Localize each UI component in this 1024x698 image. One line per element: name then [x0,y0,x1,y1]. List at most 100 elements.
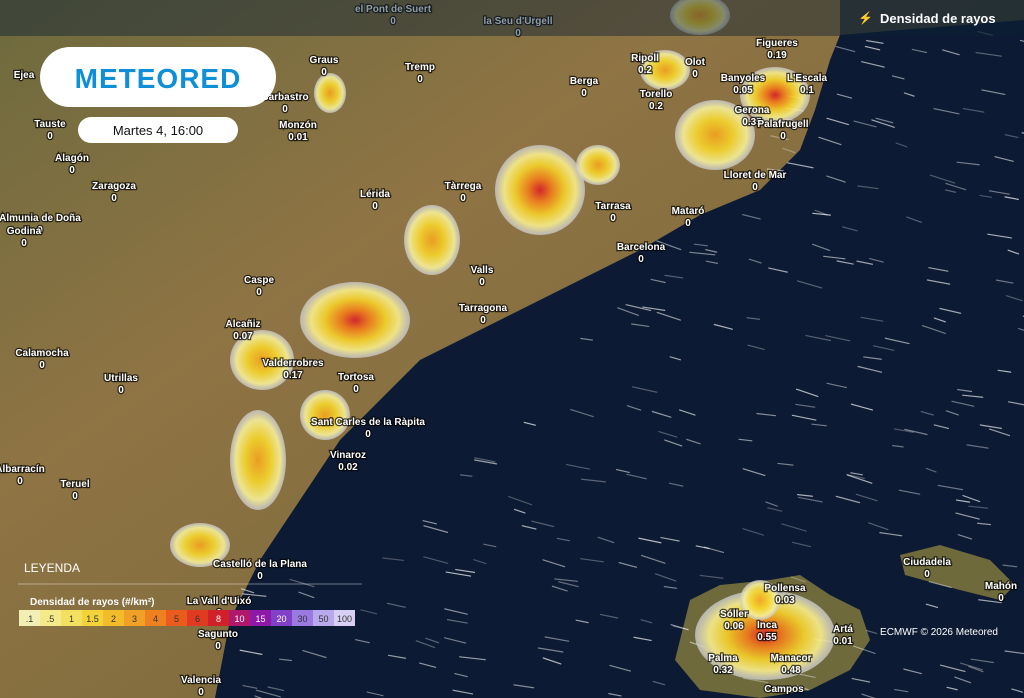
wind-streak [805,334,832,342]
layer-button[interactable]: ⚡ Densidad de rayos [840,0,1024,36]
city-value: 0 [256,287,262,298]
wind-streak [995,279,1014,284]
wind-streak [551,585,568,592]
wind-streak [826,175,846,183]
wind-streak [695,545,710,550]
city-value: 0 [365,429,371,440]
legend-step: 8 [216,614,221,624]
wind-streak [656,311,681,321]
wind-streak [797,280,823,289]
logo-bg [40,47,276,107]
menorca [900,545,1015,600]
wind-streak [955,499,971,503]
wind-streak [1018,327,1024,331]
wind-streak [425,637,440,644]
city-value: 0 [215,641,221,652]
wind-streak [542,559,566,568]
wind-streak [570,408,594,418]
wind-streak [599,613,619,619]
wind-streak [642,306,666,312]
legend-swatch [334,610,355,626]
wind-streak [699,574,724,579]
city-name: Teruel [60,479,89,490]
wind-streak [444,637,467,644]
legend-step: 6 [195,614,200,624]
wind-streak [811,423,827,427]
city-value: 0.03 [775,595,795,606]
city-name: Gerona [734,105,769,116]
city-value: 0 [118,385,124,396]
city-name: Tàrrega [445,181,482,192]
city-value: 0 [390,16,396,27]
credit: ECMWF © 2026 Meteored [880,627,998,638]
wind-streak [836,93,853,99]
wind-streak [928,581,952,589]
wind-streak [920,410,934,416]
wind-streak [474,459,498,465]
wind-streak [864,45,881,51]
wind-streak [459,656,486,661]
layer-bg [840,0,1024,36]
wind-streak [850,403,874,411]
wind-streak [693,243,709,247]
city-value: 0 [257,571,263,582]
wind-streak [852,645,876,655]
wind-streak [631,386,658,393]
city-value: 0 [638,254,644,265]
wind-streak [792,541,811,548]
wind-streak [618,562,638,568]
city-name: Ripoll [631,53,659,64]
city-name: Valls [471,265,494,276]
city-name: Lloret de Mar [724,170,787,181]
wind-streak [866,629,878,635]
city-value: 0 [924,569,930,580]
wind-streak [860,316,884,322]
city-name: la Seu d'Urgell [483,16,552,27]
wind-streak [445,571,472,577]
wind-streak [968,505,988,509]
wind-streak [846,474,873,484]
city-name: Olot [685,57,706,68]
legend-swatch [145,610,166,626]
wind-streak [241,593,267,597]
city-value: 0 [21,238,27,249]
wind-streak [523,421,536,426]
wind-streak [845,473,865,480]
wind-streak [962,107,985,113]
city-name: Ciudadela [903,557,951,568]
storm-cell [695,590,835,680]
city-name: Sóller [720,609,748,620]
city-value: 0 [780,131,786,142]
legend-step: 4 [153,614,158,624]
wind-streak [979,194,993,198]
wind-streak [945,410,959,416]
wind-streak [790,576,806,583]
wind-streak [933,317,946,323]
city-name: Torello [640,89,673,100]
wind-streak [777,462,794,466]
wind-streak [1004,650,1024,655]
wind-streak [933,424,950,430]
wind-streak [742,528,764,536]
wind-streak [989,428,1011,437]
wind-streak [856,260,874,265]
wind-streak [937,484,964,491]
wind-streak [703,546,725,554]
wind-streak [987,233,1013,239]
city-name: Sagunto [198,629,238,640]
wind-streak [742,677,769,684]
city-value: 0 [39,360,45,371]
city-value: 0.01 [288,132,308,143]
legend-swatch [250,610,271,626]
wind-streak [903,92,915,97]
wind-streak [926,279,951,285]
wind-streak [942,49,960,56]
storm-cell [670,0,730,35]
wind-streak [254,695,263,698]
wind-streak [879,532,903,537]
wind-streak [797,494,814,497]
legend-swatch [166,610,187,626]
storm-cell [640,50,690,90]
